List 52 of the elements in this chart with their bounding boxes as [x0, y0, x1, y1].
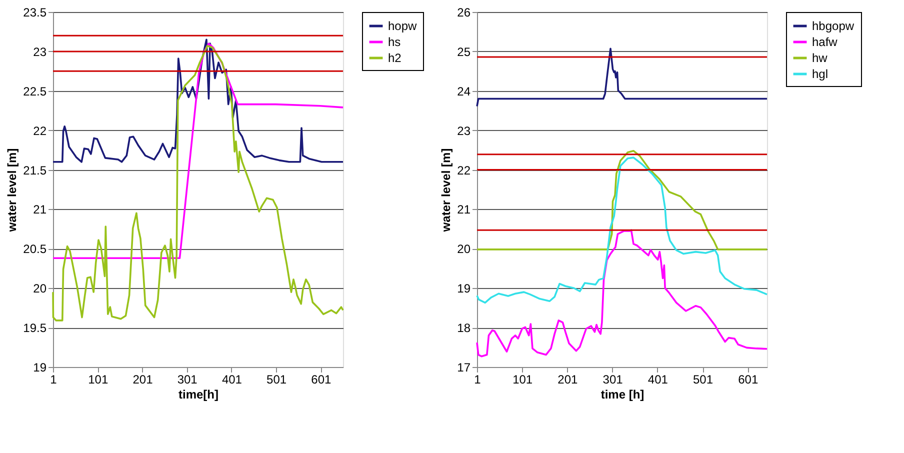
legend-label: hgl: [812, 67, 828, 81]
x-axis-title: time [h]: [600, 388, 644, 402]
legend-label: hbgopw: [812, 19, 854, 33]
legend-label: hs: [388, 35, 401, 49]
y-tick-label: 23: [33, 44, 47, 59]
y-tick-label: 20: [457, 242, 471, 256]
x-tick-label: 201: [132, 372, 154, 386]
y-tick-label: 21.5: [23, 163, 47, 178]
legend-label: hafw: [812, 35, 838, 49]
line-series: [476, 150, 768, 250]
y-tick-label: 19: [457, 282, 471, 296]
y-tick-label: 17: [457, 360, 471, 374]
x-tick-label: 401: [648, 372, 668, 386]
y-tick-label: 22: [457, 163, 471, 178]
line-series: [476, 229, 768, 358]
x-tick-label: 501: [692, 372, 714, 386]
y-tick-label: 21: [33, 202, 47, 217]
x-tick-label: 301: [602, 372, 624, 386]
y-tick-label: 25: [457, 44, 471, 59]
y-tick-label: 20: [33, 282, 47, 296]
x-tick-label: 1: [50, 372, 58, 386]
y-tick-label: 26: [457, 6, 471, 20]
x-tick-label: 401: [222, 372, 242, 386]
y-tick-label: 22.5: [23, 84, 47, 98]
x-tick-label: 501: [266, 372, 287, 386]
y-tick-label: 18: [457, 321, 471, 336]
x-tick-label: 301: [177, 372, 198, 386]
y-tick-label: 21: [457, 202, 471, 217]
x-tick-label: 601: [738, 372, 758, 386]
legend-label: h2: [388, 51, 402, 65]
x-tick-label: 101: [88, 372, 108, 386]
y-axis-title: water level [m]: [439, 148, 454, 233]
x-axis-title: time[h]: [178, 388, 218, 402]
x-tick-label: 101: [512, 372, 533, 386]
y-tick-label: 19.5: [23, 321, 47, 336]
y-tick-label: 24: [457, 84, 471, 98]
line-series: [52, 38, 344, 163]
x-tick-label: 601: [311, 372, 332, 386]
line-series: [476, 156, 768, 304]
y-tick-label: 23: [457, 124, 471, 138]
line-series: [476, 48, 768, 108]
y-tick-label: 19: [33, 360, 47, 374]
legend-label: hopw: [388, 19, 418, 33]
line-series: [52, 45, 344, 322]
x-tick-label: 1: [474, 372, 482, 386]
y-tick-label: 23.5: [23, 6, 47, 20]
y-tick-label: 20.5: [23, 242, 47, 256]
line-series: [52, 42, 344, 260]
legend-label: hw: [812, 51, 828, 65]
y-tick-label: 22: [33, 124, 47, 138]
y-axis-title: water level [m]: [5, 148, 20, 233]
x-tick-label: 201: [558, 372, 578, 386]
